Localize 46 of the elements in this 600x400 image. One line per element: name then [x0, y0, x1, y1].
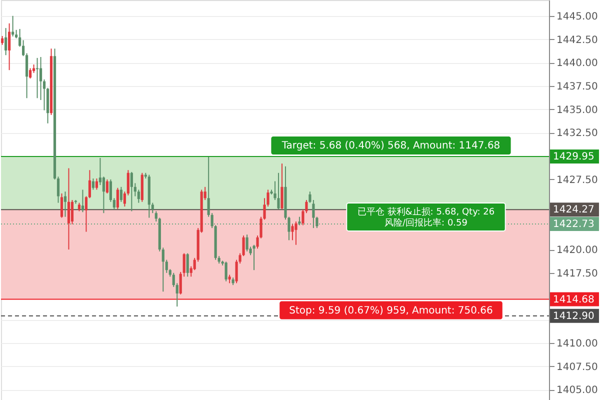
candlestick	[4, 28, 8, 56]
candlestick	[102, 176, 105, 214]
candlestick	[36, 57, 39, 99]
candlestick	[137, 189, 140, 204]
y-tick-label: 1442.50	[556, 34, 598, 46]
candlestick	[64, 191, 67, 218]
band-label: Target: 5.68 (0.40%) 568, Amount: 1147.68	[280, 140, 500, 152]
ref-line-label: 1429.95	[553, 152, 594, 163]
candlestick	[294, 220, 298, 246]
y-tick-label: 1445.00	[556, 11, 598, 22]
y-tick-label: 1407.50	[556, 362, 598, 373]
annotation: 已平仓 获利&止损: 5.68, Qty: 26 风险/回报比率: 0.59	[357, 206, 495, 228]
candlestick	[252, 244, 256, 271]
candlestick	[92, 178, 95, 190]
y-tick-label: 1440.00	[556, 58, 598, 70]
ref-line-label: 1414.68	[553, 294, 594, 306]
y-tick-label: 1410.00	[556, 338, 598, 350]
candlestick	[120, 186, 122, 202]
candlestick	[81, 189, 84, 213]
candlestick	[106, 178, 108, 194]
candlestick	[280, 163, 284, 210]
y-tick-label: 1432.50	[556, 128, 598, 140]
candlestick	[130, 171, 133, 212]
candlestick	[28, 68, 32, 80]
y-tick-label: 1420.00	[556, 245, 598, 256]
candlestick	[39, 56, 42, 100]
y-tick-label: 1427.50	[556, 174, 598, 186]
candlestick	[186, 252, 189, 278]
ref-line-label: 1422.73	[553, 219, 594, 230]
band-label: Stop: 9.59 (0.67%) 959, Amount: 750.66	[289, 305, 493, 316]
y-tick-label: 1435.00	[556, 104, 598, 116]
ref-line-label: 1424.27	[553, 204, 594, 216]
candlestick	[8, 22, 11, 71]
y-tick-label: 1405.00	[556, 385, 598, 396]
candlestick	[116, 187, 119, 210]
candlestick	[224, 261, 228, 282]
candlestick	[60, 192, 64, 218]
candlestick	[246, 234, 248, 252]
y-tick-label: 1417.50	[556, 268, 598, 280]
ref-line-label: 1412.90	[553, 310, 594, 322]
candlestick	[67, 168, 70, 250]
candlestick	[291, 224, 294, 241]
candlestick	[277, 172, 280, 210]
candlestick	[95, 178, 98, 190]
y-tick-label: 1437.50	[556, 81, 598, 92]
candlestick	[70, 200, 74, 225]
